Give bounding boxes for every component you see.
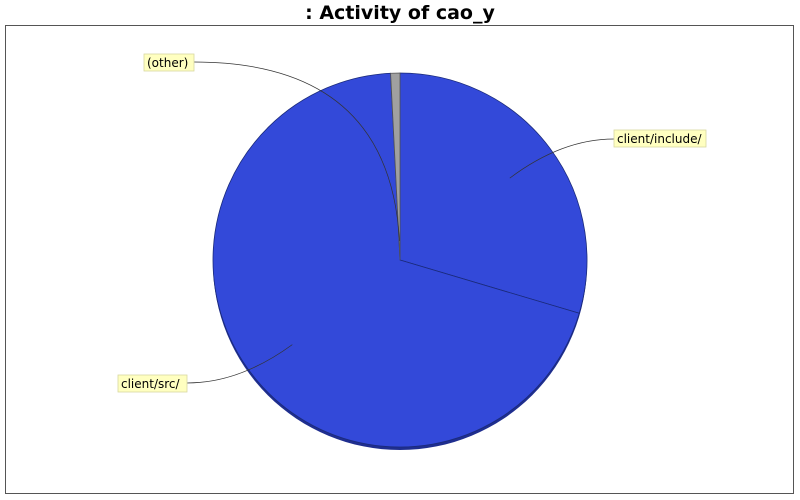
pie-slice-client-src[interactable] <box>212 72 580 448</box>
leaders-layer <box>186 61 615 384</box>
chart-title: : Activity of cao_y <box>305 2 495 24</box>
slice-label-box-client-src <box>117 374 188 393</box>
pie-slice-client-include[interactable] <box>399 72 588 314</box>
leader-line-client-include <box>509 138 615 179</box>
leader-line-other <box>193 61 400 242</box>
labels-layer: client/include/client/src/ (other) <box>117 53 707 393</box>
slice-label-client-include: client/include/ <box>617 132 702 146</box>
leader-line-client-src <box>186 344 293 384</box>
slice-label-client-src: client/src/ <box>121 377 181 391</box>
slices-layer <box>212 72 588 450</box>
slice-label-box-other <box>143 53 195 72</box>
pie-slice-other[interactable] <box>390 72 401 261</box>
slice-label-box-client-include <box>613 129 707 148</box>
slice-label-other: (other) <box>147 56 188 70</box>
